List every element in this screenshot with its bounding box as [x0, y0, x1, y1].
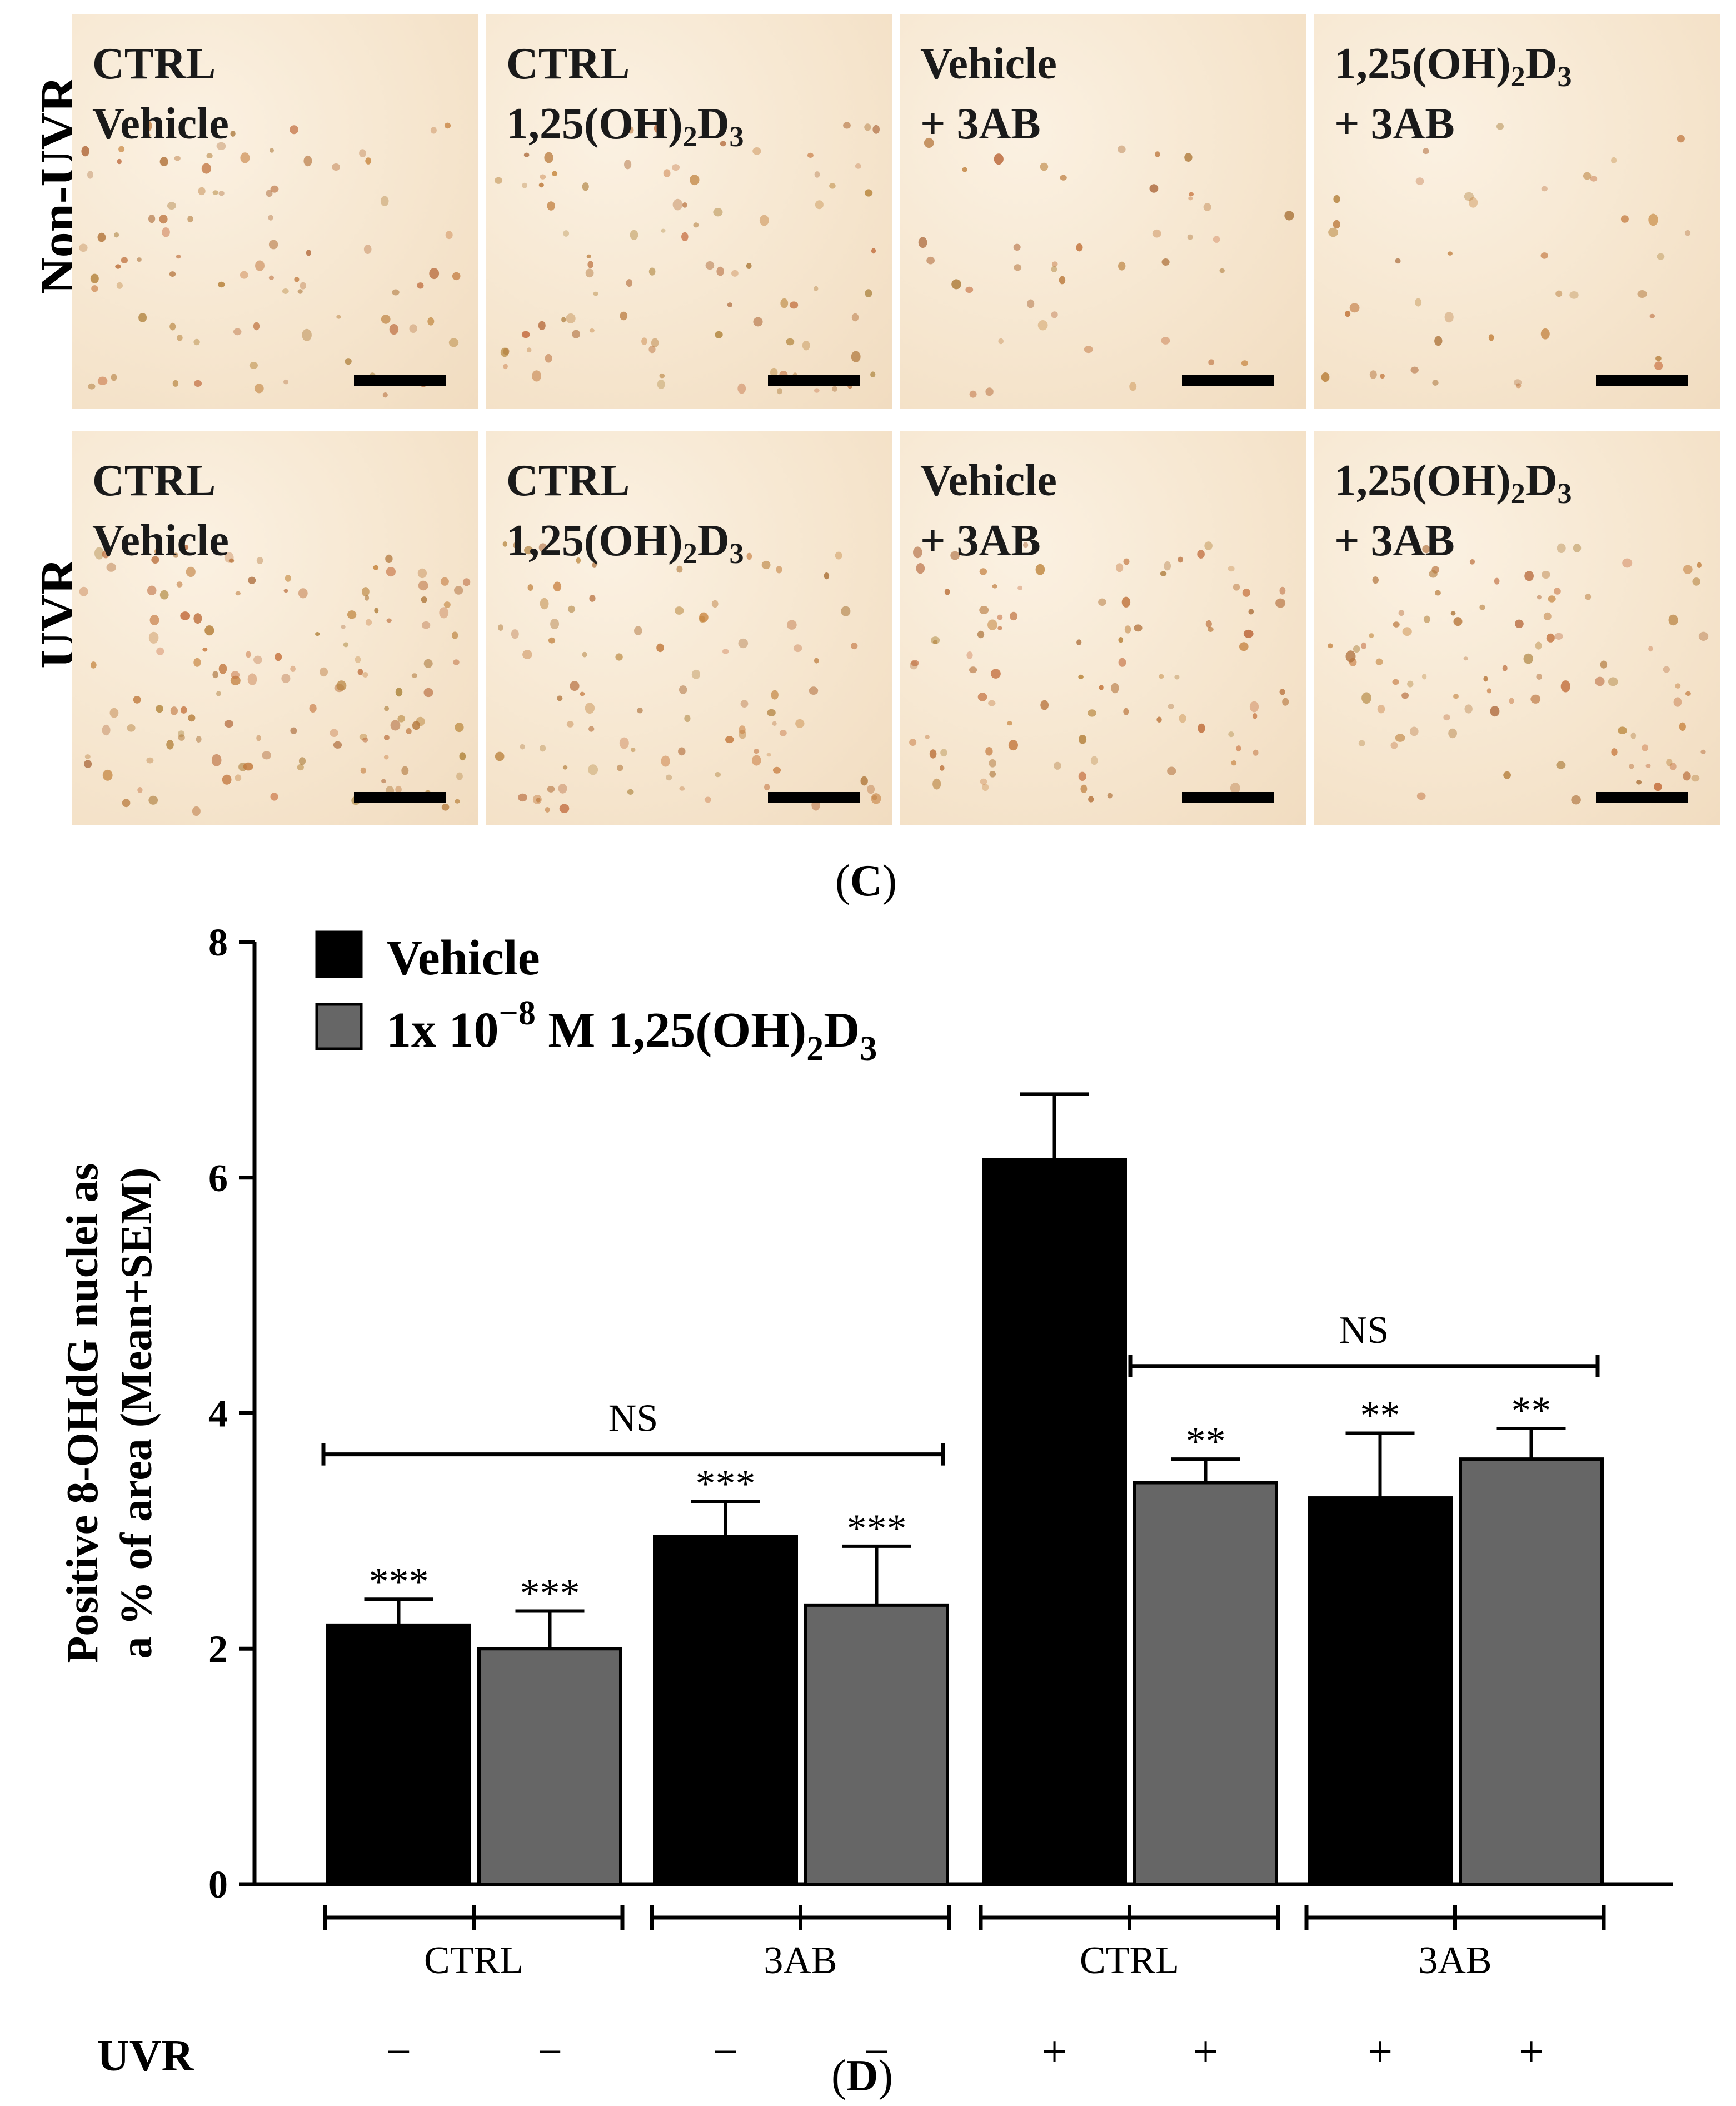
- y-tick-label: 6: [208, 1157, 228, 1200]
- legend-swatch: [315, 1003, 363, 1050]
- uvr-sign: −: [537, 2028, 562, 2077]
- bar: [1308, 1496, 1453, 1886]
- stained-nuclei-texture: [494, 122, 880, 395]
- micrograph-caption: CTRL Vehicle: [92, 456, 229, 565]
- group-label: 3AB: [764, 1939, 837, 1982]
- micrograph-tile: CTRL Vehicle: [72, 431, 478, 825]
- micrograph-caption: 1,25(OH)2D3 + 3AB: [1334, 39, 1572, 148]
- stained-nuclei-texture: [918, 137, 1294, 398]
- significance-stars: ***: [369, 1559, 429, 1604]
- stained-nuclei-texture: [79, 545, 471, 816]
- scale-bar: [1182, 375, 1274, 386]
- bar: [1459, 1457, 1604, 1886]
- stained-nuclei-texture: [909, 541, 1289, 803]
- uvr-sign: −: [864, 2028, 889, 2077]
- group-label: CTRL: [1080, 1939, 1179, 1982]
- bar: [804, 1603, 949, 1886]
- scale-bar: [768, 792, 860, 803]
- significance-stars: ***: [696, 1461, 756, 1506]
- scale-bar: [1596, 792, 1688, 803]
- stained-nuclei-texture: [495, 541, 881, 813]
- micrograph-caption: CTRL 1,25(OH)2D3: [506, 39, 744, 153]
- micrograph-caption: Vehicle + 3AB: [920, 39, 1057, 148]
- y-axis-label: Positive 8-OHdG nuclei as: [58, 1163, 107, 1664]
- significance-stars: **: [1511, 1388, 1552, 1433]
- micrograph-caption: 1,25(OH)2D3 + 3AB: [1334, 456, 1572, 565]
- y-axis-label: a % of area (Mean+SEM): [112, 1168, 161, 1659]
- scale-bar: [1596, 375, 1688, 386]
- micrograph-caption: CTRL Vehicle: [92, 39, 229, 148]
- scale-bar: [1182, 792, 1274, 803]
- group-label: 3AB: [1418, 1939, 1491, 1982]
- micrograph-tile: Vehicle + 3AB: [900, 14, 1306, 409]
- micrograph-tile: 1,25(OH)2D3 + 3AB: [1314, 14, 1720, 409]
- bracket-label: NS: [1339, 1309, 1389, 1352]
- micrograph-tile: Vehicle + 3AB: [900, 431, 1306, 825]
- uvr-sign: +: [1368, 2028, 1393, 2077]
- significance-stars: ***: [520, 1571, 580, 1615]
- bracket-label: NS: [608, 1397, 658, 1440]
- micrograph-tile: CTRL 1,25(OH)2D3: [486, 431, 892, 825]
- uvr-sign: +: [1519, 2028, 1544, 2077]
- bar: [477, 1647, 622, 1886]
- panel-letter-d: (D): [831, 2052, 894, 2100]
- bar-chart: 0 2 4 6 8 Positive 8-OHdG nuclei as a % of are…: [58, 922, 1673, 2080]
- y-tick-label: 8: [208, 922, 228, 964]
- y-tick-label: 4: [208, 1393, 228, 1436]
- scale-bar: [354, 792, 446, 803]
- y-tick-label: 2: [208, 1628, 228, 1671]
- group-label: CTRL: [424, 1939, 523, 1982]
- scale-bar: [768, 375, 860, 386]
- stained-nuclei-texture: [1328, 543, 1709, 805]
- micrograph-tile: 1,25(OH)2D3 + 3AB: [1314, 431, 1720, 825]
- significance-stars: **: [1360, 1393, 1400, 1438]
- legend-label: 1x 10−8 M 1,25(OH)2D3: [386, 994, 877, 1068]
- micrograph-tile: CTRL 1,25(OH)2D3: [486, 14, 892, 409]
- uvr-sign: −: [386, 2028, 411, 2077]
- bar: [982, 1158, 1127, 1886]
- bar: [1133, 1481, 1278, 1886]
- uvr-sign: +: [1193, 2028, 1218, 2077]
- bar: [653, 1535, 798, 1886]
- panel-letter-c: (C): [835, 857, 897, 905]
- uvr-sign: −: [713, 2028, 738, 2077]
- uvr-row-label: UVR: [97, 2032, 194, 2080]
- scale-bar: [354, 375, 446, 386]
- bar: [326, 1623, 471, 1886]
- micrograph-caption: CTRL 1,25(OH)2D3: [506, 456, 744, 570]
- significance-stars: **: [1186, 1419, 1226, 1463]
- stained-nuclei-texture: [1321, 123, 1691, 389]
- y-tick-label: 0: [208, 1864, 228, 1906]
- significance-stars: ***: [847, 1506, 907, 1551]
- micrograph-tile: CTRL Vehicle: [72, 14, 478, 409]
- micrograph-caption: Vehicle + 3AB: [920, 456, 1057, 565]
- uvr-sign: +: [1042, 2028, 1067, 2077]
- legend-label: Vehicle: [386, 930, 540, 985]
- legend-swatch: [315, 930, 363, 978]
